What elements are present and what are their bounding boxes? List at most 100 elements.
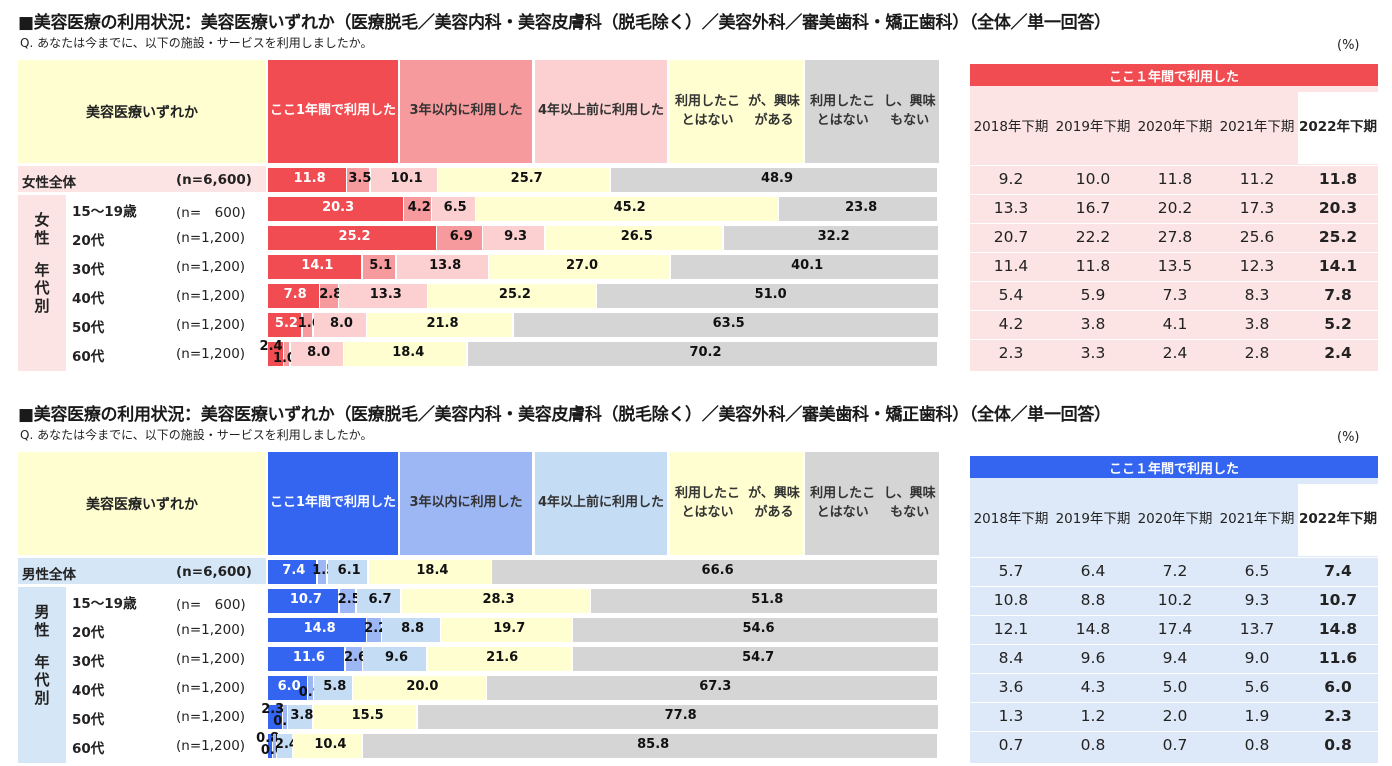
trend-value-3: 11.8 (1157, 170, 1193, 188)
trend-value-2: 11.8 (1075, 257, 1111, 275)
trend-value-5: 2.3 (1324, 707, 1352, 725)
bar-segment-3 (363, 647, 427, 671)
row-n-label: (n=1,200) (176, 738, 246, 754)
bar-segment-5 (597, 284, 939, 308)
stacked-bar: 2.3 0.7 3.8 15.5 77.8 (261, 702, 939, 729)
trend-value-1: 2.3 (998, 344, 1024, 362)
trend-value-3: 27.8 (1157, 228, 1193, 246)
bar-segment-2 (284, 342, 290, 366)
trend-value-3: 20.2 (1157, 199, 1193, 217)
bar-label-2: 2.5 (337, 592, 361, 607)
bar-segment-1 (268, 168, 346, 192)
bar-segment-2 (345, 647, 362, 671)
trend-value-4: 6.5 (1244, 562, 1270, 580)
trend-value-2: 14.8 (1075, 620, 1111, 638)
trend-value-2: 3.8 (1080, 315, 1106, 333)
row-label: 15〜19歳 (72, 596, 137, 612)
bar-label-5: 23.8 (845, 200, 878, 215)
bar-segment-2 (273, 734, 276, 758)
bar-segment-1 (268, 647, 345, 671)
bar-segment-3 (327, 560, 368, 584)
row-n-label: (n=1,200) (176, 622, 246, 638)
row-label: 50代 (72, 320, 105, 336)
row-label: 30代 (72, 654, 105, 670)
bar-segment-4 (489, 255, 670, 279)
bar-label-3: 6.1 (337, 563, 361, 578)
stacked-bar: 14.8 2.2 8.8 19.7 54.6 (268, 618, 939, 642)
bar-label-3: 13.8 (429, 258, 462, 273)
column-header-3: 4年以上前に 利用した (535, 60, 667, 163)
trend-year-5: 2022年 下期 (1298, 484, 1378, 556)
row-n-label: (n=1,200) (176, 230, 246, 246)
bar-segment-3 (288, 705, 313, 729)
bar-label-1: 7.4 (282, 563, 306, 578)
row-n-label: (n= 600) (176, 597, 246, 613)
bar-segment-2 (367, 618, 381, 642)
trend-value-5: 5.2 (1324, 315, 1352, 333)
bar-label-4: 21.6 (486, 650, 519, 665)
bar-label-5: 40.1 (791, 258, 824, 273)
unit-label: (%) (1337, 38, 1360, 53)
column-header-1: ここ1年間で 利用した (268, 60, 398, 163)
bar-label-4: 26.5 (620, 229, 653, 244)
bar-segment-3 (483, 226, 545, 250)
bar-segment-4 (401, 589, 590, 613)
bar-label-2: 2.6 (344, 650, 368, 665)
bar-segment-5 (417, 705, 939, 729)
trend-year-3: 2020年 下期 (1137, 119, 1213, 136)
bar-label-4: 18.4 (416, 563, 449, 578)
bar-segment-3 (277, 734, 292, 758)
trend-value-4: 5.6 (1244, 678, 1270, 696)
bar-segment-5 (591, 589, 938, 613)
trend-year-2: 2019年 下期 (1055, 119, 1131, 136)
left-header: 美容医療いずれか (18, 452, 266, 555)
section-female: ■美容医療の利用状況：美容医療いずれか（医療脱毛／美容内科・美容皮膚科（脱毛除く… (0, 8, 1392, 378)
bar-segment-2 (320, 284, 338, 308)
row-label: 男性全体 (22, 567, 76, 583)
bar-label-4: 25.2 (498, 287, 531, 302)
bar-label-2: 1.0 (272, 351, 296, 366)
trend-value-4: 17.3 (1239, 199, 1275, 217)
trend-year-4: 2021年 下期 (1219, 511, 1295, 528)
trend-value-4: 0.8 (1244, 736, 1270, 754)
trend-year-2: 2019年 下期 (1055, 511, 1131, 528)
bar-label-1: 25.2 (338, 229, 371, 244)
bar-segment-1 (268, 197, 403, 221)
bar-label-2: 3.5 (348, 171, 372, 186)
bar-label-5: 51.0 (754, 287, 787, 302)
column-header-4: 利用したことはない が、興味がある (670, 60, 803, 163)
row-label: 女性全体 (22, 175, 76, 191)
trend-value-4: 13.7 (1239, 620, 1275, 638)
trend-value-1: 11.4 (993, 257, 1029, 275)
bar-segment-4 (368, 560, 491, 584)
bar-segment-5 (572, 647, 939, 671)
bar-label-3: 8.8 (401, 621, 425, 636)
bar-segment-4 (344, 342, 467, 366)
trend-value-4: 9.3 (1244, 591, 1270, 609)
stacked-bar: 0.8 0.6 2.4 10.4 85.8 (256, 731, 939, 758)
trend-row-divider (970, 339, 1378, 340)
trend-row-divider (970, 281, 1378, 282)
bar-label-2: 4.2 (407, 200, 431, 215)
bar-label-5: 51.8 (751, 592, 784, 607)
bar-label-4: 18.4 (392, 345, 425, 360)
trend-value-4: 2.8 (1244, 344, 1270, 362)
bar-segment-2 (437, 226, 482, 250)
trend-value-5: 25.2 (1318, 228, 1358, 246)
bar-label-3: 8.0 (307, 345, 331, 360)
bar-segment-2 (362, 255, 396, 279)
chart-title: ■美容医療の利用状況：美容医療いずれか（医療脱毛／美容内科・美容皮膚科（脱毛除く… (18, 405, 1111, 425)
total-row-band (18, 558, 266, 584)
bar-label-1: 11.8 (293, 171, 326, 186)
stacked-bar: 7.8 2.8 13.3 25.2 51.0 (268, 284, 939, 308)
bar-segment-5 (670, 255, 939, 279)
row-n-label: (n=6,600) (176, 564, 252, 580)
chart-title: ■美容医療の利用状況：美容医療いずれか（医療脱毛／美容内科・美容皮膚科（脱毛除く… (18, 13, 1111, 33)
row-n-label: (n=1,200) (176, 288, 246, 304)
trend-value-5: 20.3 (1318, 199, 1358, 217)
bar-segment-2 (339, 589, 356, 613)
stacked-bar: 10.7 2.5 6.7 28.3 51.8 (268, 589, 939, 613)
bar-segment-4 (428, 284, 596, 308)
question-text: Q. あなたは今までに、以下の施設・サービスを利用しましたか。 (20, 428, 373, 442)
group-label-char: 別 (34, 297, 50, 315)
